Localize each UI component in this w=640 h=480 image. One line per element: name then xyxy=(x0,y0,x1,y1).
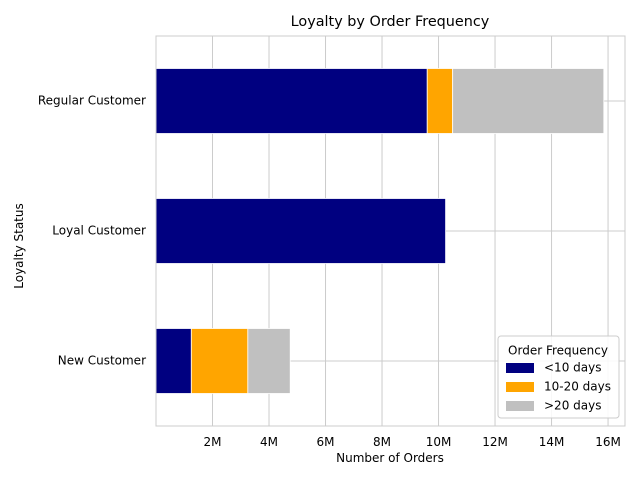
y-tick-label: Loyal Customer xyxy=(52,224,146,238)
legend-title: Order Frequency xyxy=(508,344,608,358)
legend-frame xyxy=(497,335,620,419)
chart-title: Loyalty by Order Frequency xyxy=(291,14,490,30)
bar-segment xyxy=(190,328,249,394)
x-tick-label: 10M xyxy=(426,435,452,449)
legend-items: <10 days 10-20 days >20 days xyxy=(506,361,611,413)
plot-frame xyxy=(155,35,626,427)
x-tick-label: 14M xyxy=(539,435,565,449)
y-tick-label: Regular Customer xyxy=(38,94,146,108)
legend-label: >20 days xyxy=(544,399,601,413)
legend-swatch xyxy=(506,363,534,373)
bar-segment xyxy=(452,68,605,134)
legend-label: <10 days xyxy=(544,361,601,375)
legend-label: 10-20 days xyxy=(544,380,611,394)
y-ticks: New Customer Loyal Customer Regular Custom… xyxy=(38,94,146,368)
legend-swatch xyxy=(506,401,534,411)
x-tick-label: 8M xyxy=(373,435,391,449)
x-tick-label: 12M xyxy=(482,435,508,449)
x-tick-label: 2M xyxy=(204,435,222,449)
bar-segment xyxy=(247,328,291,394)
bar-segment xyxy=(155,328,192,394)
bars xyxy=(155,68,605,394)
x-tick-label: 6M xyxy=(317,435,335,449)
legend-swatch xyxy=(506,382,534,392)
y-axis-label: Loyalty Status xyxy=(12,203,26,288)
x-axis-label: Number of Orders xyxy=(336,451,444,465)
x-tick-label: 16M xyxy=(595,435,621,449)
bar-segment xyxy=(426,68,454,134)
x-tick-label: 4M xyxy=(260,435,278,449)
y-tick-label: New Customer xyxy=(58,354,146,368)
bar-segment xyxy=(155,68,428,134)
bar-segment xyxy=(155,198,446,264)
x-ticks: 2M 4M 6M 8M 10M 12M 14M 16M xyxy=(204,435,621,449)
legend: Order Frequency <10 days 10-20 days >20 da… xyxy=(497,335,620,419)
